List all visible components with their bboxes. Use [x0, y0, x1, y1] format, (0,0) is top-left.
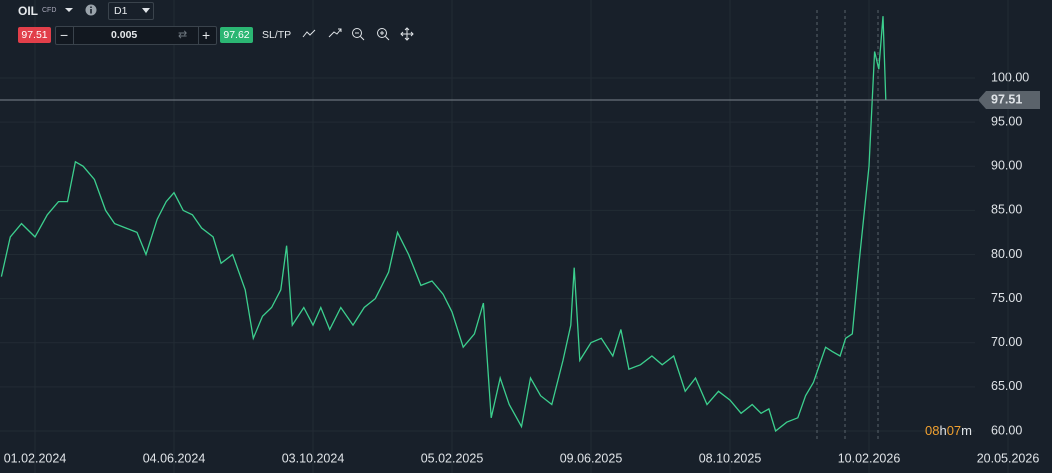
- move-icon[interactable]: [400, 27, 414, 41]
- countdown-hours-unit: h: [939, 423, 947, 438]
- x-tick-label: 09.06.2025: [560, 451, 623, 465]
- x-tick-label: 10.02.2026: [838, 451, 901, 465]
- x-tick-label: 03.10.2024: [282, 451, 345, 465]
- zoom-out-icon[interactable]: [351, 27, 365, 41]
- x-tick-label: 01.02.2024: [4, 451, 67, 465]
- volume-increase[interactable]: +: [202, 27, 211, 43]
- bar-countdown: 08 h 07 m: [925, 423, 972, 438]
- y-tick-label: 75.00: [991, 291, 1022, 305]
- buy-button[interactable]: 97.62: [220, 27, 253, 43]
- countdown-minutes: 07: [946, 423, 962, 438]
- symbol[interactable]: OIL: [18, 4, 38, 18]
- swap-icon[interactable]: ⇄: [178, 29, 188, 41]
- y-tick-label: 80.00: [991, 247, 1022, 261]
- instrument-kind: CFD: [42, 7, 57, 14]
- y-tick-label: 65.00: [991, 379, 1022, 393]
- timeframe-select[interactable]: D1: [108, 2, 154, 20]
- y-tick-label: 90.00: [991, 159, 1022, 173]
- line-tool-icon[interactable]: [302, 27, 316, 41]
- last-price-label: 97.51: [991, 92, 1022, 106]
- y-tick-label: 70.00: [991, 335, 1022, 349]
- info-icon[interactable]: [85, 4, 97, 16]
- volume-decrease[interactable]: −: [60, 27, 69, 43]
- y-tick-label: 100.00: [991, 70, 1029, 84]
- volume-value: 0.005: [111, 29, 138, 41]
- countdown-hours: 08: [925, 423, 940, 438]
- last-price-tag: [978, 90, 1040, 109]
- x-tick-label: 04.06.2024: [143, 451, 206, 465]
- y-tick-label: 60.00: [991, 423, 1022, 437]
- y-tick-label: 85.00: [991, 203, 1022, 217]
- sl-tp-button[interactable]: SL/TP: [262, 29, 292, 41]
- volume-input[interactable]: − 0.005 ⇄ +: [55, 26, 217, 45]
- price-line: [0, 16, 887, 433]
- sell-button[interactable]: 97.51: [18, 27, 51, 43]
- timeframe-dropdown: [142, 8, 150, 13]
- y-tick-label: 95.00: [991, 114, 1022, 128]
- x-tick-label: 05.02.2025: [421, 451, 484, 465]
- trend-tool-icon[interactable]: [328, 27, 342, 41]
- timeframe: D1: [114, 5, 128, 17]
- x-tick-label: 08.10.2025: [699, 451, 762, 465]
- x-tick-label: 20.05.2026: [977, 451, 1040, 465]
- countdown-minutes-unit: m: [961, 423, 973, 438]
- symbol-dropdown[interactable]: [64, 6, 74, 14]
- zoom-in-icon[interactable]: [376, 27, 390, 41]
